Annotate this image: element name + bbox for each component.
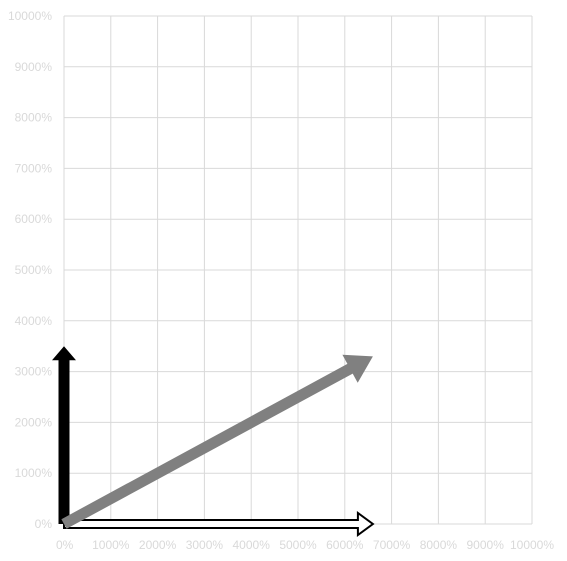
x-tick-label: 0% xyxy=(56,538,74,552)
y-axis-vector xyxy=(52,346,76,524)
vectors xyxy=(52,346,375,537)
x-tick-label: 10000% xyxy=(510,538,554,552)
y-tick-label: 5000% xyxy=(15,263,53,277)
x-axis-ticks: 0% 1000% 2000% 3000% 4000% 5000% 6000% 7000% 800… xyxy=(56,538,554,552)
x-tick-label: 3000% xyxy=(186,538,224,552)
x-tick-label: 7000% xyxy=(373,538,411,552)
x-tick-label: 8000% xyxy=(420,538,458,552)
x-tick-label: 9000% xyxy=(467,538,505,552)
y-tick-label: 0% xyxy=(35,517,53,531)
x-tick-label: 4000% xyxy=(233,538,271,552)
grid xyxy=(63,15,533,525)
x-axis-vector xyxy=(63,511,375,537)
y-tick-label: 6000% xyxy=(15,212,53,226)
y-tick-label: 1000% xyxy=(15,466,53,480)
y-tick-label: 9000% xyxy=(15,60,53,74)
y-tick-label: 7000% xyxy=(15,161,53,175)
y-tick-label: 10000% xyxy=(8,9,52,23)
x-tick-label: 5000% xyxy=(279,538,317,552)
y-tick-label: 4000% xyxy=(15,314,53,328)
x-tick-label: 2000% xyxy=(139,538,177,552)
y-tick-label: 2000% xyxy=(15,415,53,429)
y-tick-label: 8000% xyxy=(15,111,53,125)
resultant-vector xyxy=(61,354,373,529)
x-tick-label: 6000% xyxy=(326,538,364,552)
y-tick-label: 3000% xyxy=(15,365,53,379)
y-axis-ticks: 0% 1000% 2000% 3000% 4000% 5000% 6000% 7000% 800… xyxy=(8,9,52,531)
x-tick-label: 1000% xyxy=(92,538,130,552)
